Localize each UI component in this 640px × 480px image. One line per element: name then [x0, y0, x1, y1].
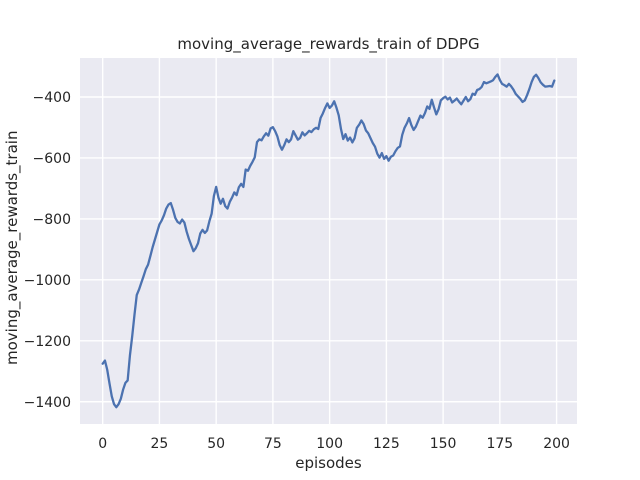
x-tick-label: 0: [98, 436, 107, 452]
x-tick-label: 100: [316, 436, 343, 452]
reward-line: [101, 73, 556, 409]
y-tick-label: −1400: [24, 395, 71, 411]
y-tick-label: −600: [33, 151, 71, 167]
y-tick-label: −1000: [24, 273, 71, 289]
x-tick-label: 50: [207, 436, 225, 452]
x-axis-label: episodes: [295, 454, 362, 472]
x-tick-label: 125: [373, 436, 400, 452]
x-tick-label: 200: [543, 436, 570, 452]
x-tick-label: 150: [430, 436, 457, 452]
y-tick-label: −800: [33, 212, 71, 228]
chart-title: moving_average_rewards_train of DDPG: [177, 35, 480, 53]
axes-background: [80, 58, 577, 424]
x-tick-label: 25: [151, 436, 169, 452]
y-tick-label: −1200: [24, 334, 71, 350]
y-axis-label: moving_average_rewards_train: [3, 130, 21, 366]
x-tick-label: 75: [264, 436, 282, 452]
x-tick-label: 175: [486, 436, 513, 452]
y-tick-label: −400: [33, 90, 71, 106]
